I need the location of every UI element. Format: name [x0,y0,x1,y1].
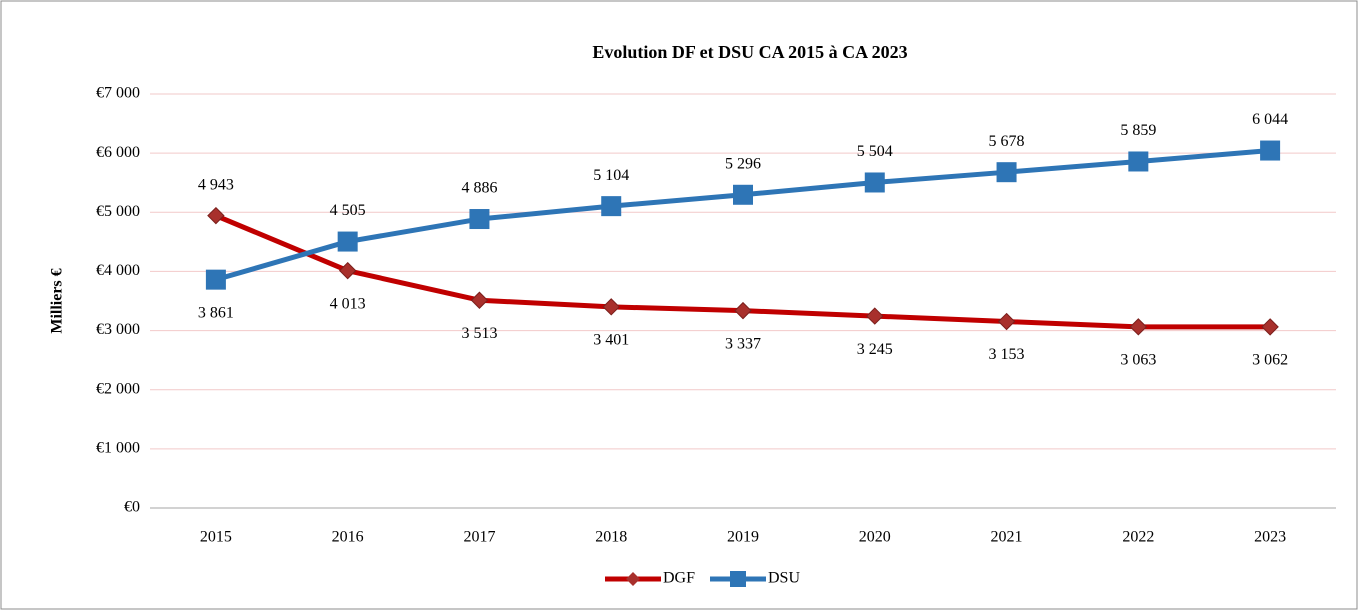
data-point [734,301,752,320]
data-point [996,162,1017,183]
data-point [864,172,885,193]
data-label: 3 513 [461,325,497,342]
data-label: 5 504 [857,143,893,160]
data-point [207,206,225,225]
data-point [1261,318,1279,336]
data-label: 4 505 [330,202,366,219]
y-tick-label: €6 000 [96,144,140,161]
x-tick-label: 2018 [595,529,627,546]
y-tick-label: €7 000 [96,85,140,102]
data-label: 6 044 [1252,111,1288,128]
legend-label: DGF [663,570,695,587]
data-point [1260,140,1281,161]
data-point [1128,151,1149,172]
data-label: 5 859 [1120,122,1156,139]
legend-label: DSU [768,570,800,587]
x-tick-label: 2022 [1122,529,1154,546]
data-point [997,312,1016,331]
x-tick-label: 2020 [859,529,891,546]
data-label: 3 063 [1120,352,1156,369]
chart-title: Evolution DF et DSU CA 2015 à CA 2023 [592,42,907,62]
data-point [469,209,490,230]
data-point [338,261,357,280]
x-tick-label: 2016 [332,529,364,546]
x-tick-label: 2015 [200,529,232,546]
data-label: 3 062 [1252,352,1288,369]
y-tick-label: €1 000 [96,440,140,457]
data-label: 4 013 [330,295,366,312]
data-point [866,307,884,325]
data-label: 3 153 [989,346,1025,363]
data-point [337,231,358,252]
legend-marker [626,572,640,586]
x-tick-label: 2021 [991,529,1023,546]
data-label: 3 245 [857,341,893,358]
data-point [470,291,489,309]
data-point [733,184,753,205]
y-axis-label: Milliers € [49,268,66,333]
data-point [602,298,620,316]
data-label: 3 337 [725,335,761,352]
x-tick-label: 2023 [1254,529,1286,546]
y-tick-label: €0 [124,499,140,516]
data-point [601,196,622,217]
data-label: 4 943 [198,176,234,193]
x-tick-label: 2019 [727,529,759,546]
data-label: 5 104 [593,167,629,184]
x-tick-label: 2017 [463,529,495,546]
y-tick-label: €4 000 [96,262,140,279]
y-tick-label: €3 000 [96,321,140,338]
legend-marker [730,571,746,587]
data-label: 3 861 [198,304,234,321]
data-label: 3 401 [593,332,629,349]
data-point [1129,318,1148,336]
data-label: 5 296 [725,155,761,172]
data-point [205,269,226,290]
data-label: 4 886 [461,180,497,197]
y-tick-label: €5 000 [96,203,140,220]
data-label: 5 678 [989,133,1025,150]
y-tick-label: €2 000 [96,380,140,397]
